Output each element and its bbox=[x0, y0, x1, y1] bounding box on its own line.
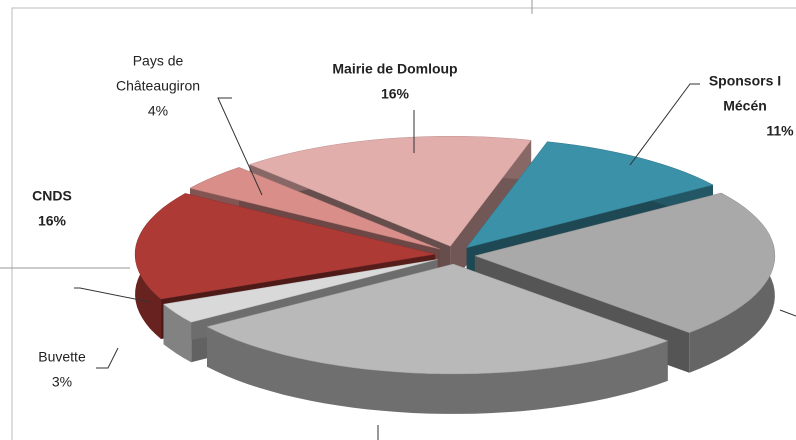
slice bbox=[206, 263, 669, 414]
data-label-value: 4% bbox=[148, 103, 168, 119]
slice-top bbox=[465, 141, 714, 249]
slice-top bbox=[189, 167, 440, 250]
data-label-name: CNDS bbox=[32, 188, 72, 204]
data-label-value: 11% bbox=[766, 123, 794, 139]
leader-lines bbox=[74, 83, 796, 440]
data-label-value: 16% bbox=[381, 86, 410, 102]
leader-line bbox=[779, 309, 796, 317]
slice-top bbox=[474, 192, 776, 333]
data-label-name: Châteaugiron bbox=[116, 78, 200, 94]
data-label-value: 16% bbox=[38, 213, 67, 229]
pie bbox=[134, 136, 776, 414]
data-label-name: Sponsors I bbox=[709, 73, 781, 89]
data-label-name: Mécén bbox=[723, 98, 767, 114]
slice-top bbox=[162, 259, 438, 323]
slice-wall bbox=[163, 304, 192, 363]
leader-line bbox=[217, 97, 263, 196]
data-label-value: 3% bbox=[52, 374, 72, 390]
slice-wall bbox=[207, 326, 668, 414]
slice-top bbox=[134, 193, 436, 300]
labels: Mairie de Domloup 16% Sponsors I Mécén 11% Bu… bbox=[32, 53, 794, 390]
data-label-name: Mairie de Domloup bbox=[332, 61, 457, 77]
data-label-name: Pays de bbox=[133, 53, 184, 69]
data-label-name: Buvette bbox=[38, 349, 86, 365]
leader-line bbox=[629, 83, 700, 166]
leader-line bbox=[74, 287, 151, 303]
leader-line bbox=[96, 347, 119, 369]
slice-top bbox=[248, 136, 532, 247]
chart-frame bbox=[11, 7, 796, 440]
slice-top bbox=[206, 263, 669, 375]
